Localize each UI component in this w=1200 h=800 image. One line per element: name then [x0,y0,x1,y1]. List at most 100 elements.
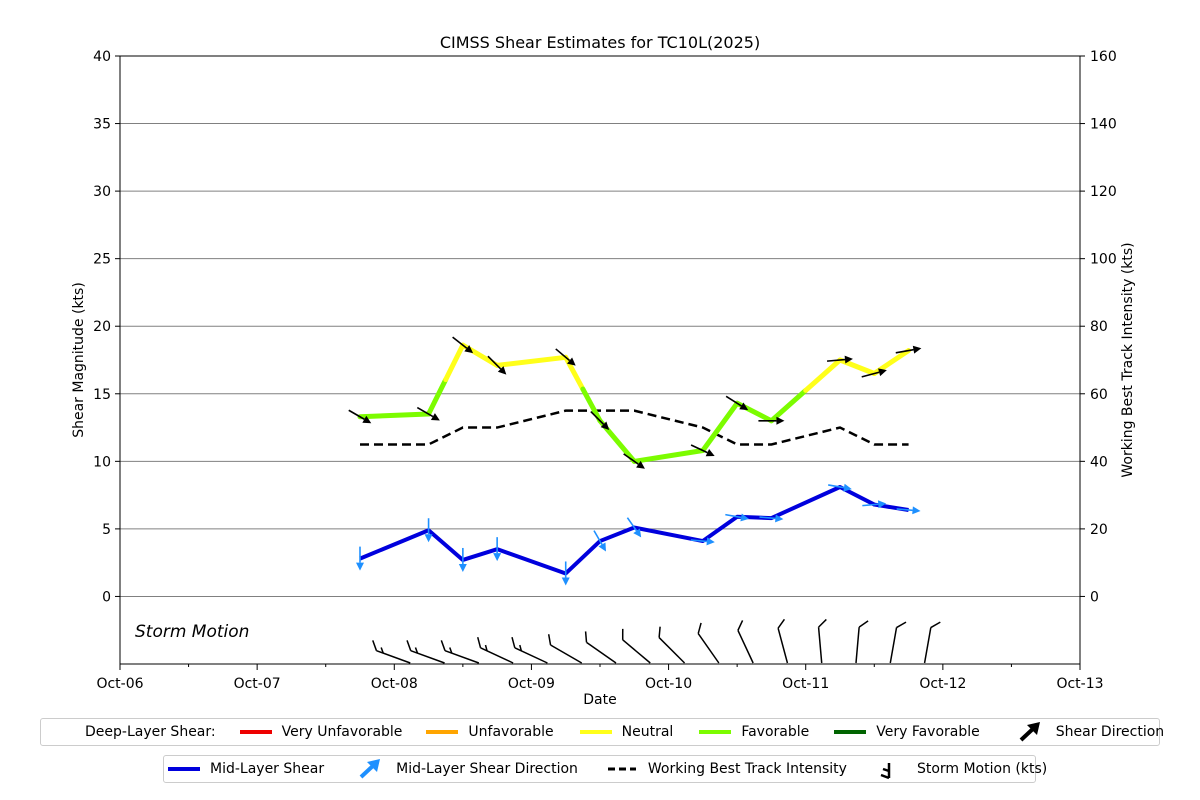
unfavorable-swatch [426,730,459,734]
storm-motion-barb-10 [737,620,754,664]
deep-shear-arrow-1 [416,406,440,421]
deep-shear-arrow-3-shaft [487,355,502,370]
x-tick-label-6: Oct-12 [919,676,966,692]
deep-shear-arrow-1-shaft [416,406,434,418]
storm-motion-barb-11-staff [777,628,789,664]
mid-layer-direction-arrow-icon [359,759,381,779]
x-tick-label-0: Oct-06 [96,676,143,692]
deep-shear-arrow-4-head [566,357,576,366]
storm-motion-barb-9 [697,622,720,664]
very-unfavorable-swatch [239,730,272,734]
storm-motion-barb-10-staff [737,630,754,664]
x-tick-label-2: Oct-08 [371,676,418,692]
storm-motion-barb-1-feather-1 [414,647,419,654]
storm-motion-barb-8 [658,626,686,664]
deep-shear-arrow-11-shaft [861,371,880,378]
storm-motion-barb-3 [476,637,514,664]
storm-motion-barb-5 [547,634,583,664]
deep-shear-arrow-12-shaft [895,348,914,354]
y-tick-label-right-4: 80 [1090,319,1108,335]
y-tick-label-left-0: 0 [102,589,111,605]
mid-shear-arrow-0-head [356,562,364,571]
very-favorable-swatch [834,730,867,734]
deep-shear-segment-1a [426,377,449,417]
y-tick-label-right-0: 0 [1090,589,1099,605]
mid-shear-arrow-5-shaft [593,530,603,545]
deep-shear-arrow-1-head [430,413,440,421]
y-tick-label-left-3: 15 [93,387,111,403]
storm-motion-barb-6-staff [586,641,617,664]
mid-shear-arrow-4-head [561,577,570,586]
deep-shear-segment-4b [580,386,603,424]
series-layer [348,336,941,664]
legend-storm-motion: Storm Motion (kts) [875,757,1047,781]
legend-favorable: Favorable [699,724,809,740]
deep-shear-segment-10 [837,357,877,377]
mid-shear-arrow-1 [424,518,433,543]
y-tick-label-left-5: 25 [93,252,111,268]
storm-motion-barb-5-feather-0 [547,634,552,646]
wind-barb-icon [880,763,891,780]
deep-shear-arrow-0-head [362,415,372,424]
deep-shear-arrow-4-shaft [555,348,571,362]
deep-shear-arrow-9 [758,416,785,425]
favorable-swatch [699,730,732,734]
storm-motion-barb-15-staff [923,627,932,664]
y-tick-label-left-1: 5 [102,522,111,538]
mid-shear-arrow-8-head [740,513,749,522]
deep-shear-segment-0 [357,411,432,420]
storm-motion-barb-9-staff [697,633,720,664]
axis-layer: 0 5 10 15 20 25 30 35 40 0 20 40 60 80 100 120 140 160 Oct… [93,49,1117,692]
storm-motion-barb-2-feather-0 [440,640,446,651]
mid-shear-arrow-8 [725,513,749,522]
storm-motion-barb-1 [406,640,445,664]
storm-motion-barb-13 [855,620,869,664]
y-tick-label-left-8: 40 [93,49,111,65]
mid-shear-arrow-2 [458,547,467,572]
deep-shear-arrow-11-head [878,368,887,377]
legend-favorable-label: Favorable [741,724,810,740]
legend-unfavorable-label: Unfavorable [468,724,554,740]
mid-shear-arrow-2-head [458,563,467,572]
deep-shear-arrow-10 [826,355,853,364]
mid-shear-arrow-10 [828,483,852,492]
deep-shear-arrow-10-head [844,355,853,364]
storm-motion-barb-3-staff [480,647,514,664]
storm-motion-barb-2 [440,640,480,664]
mid-shear-arrow-11-shaft [862,503,879,507]
legend-deep-layer-title-text: Deep-Layer Shear: [85,724,216,740]
legend-neutral-label: Neutral [621,724,674,740]
y-tick-label-right-6: 120 [1090,184,1117,200]
deep-shear-segment-9b [803,357,843,393]
storm-motion-barb-10-feather-0 [737,620,744,631]
storm-motion-barb-2-feather-1 [449,647,453,654]
storm-motion-barb-0-feather-1 [380,647,384,654]
x-tick-label-1: Oct-07 [234,676,281,692]
deep-shear-arrow-8 [725,395,749,411]
storm-motion-barb-3-feather-1 [484,644,488,652]
y-tick-label-left-4: 20 [93,319,111,335]
legend-very-favorable-label: Very Favorable [876,724,980,740]
storm-motion-barb-3-feather-0 [476,637,482,648]
deep-shear-arrow-2-head [464,345,474,354]
storm-motion-barb-8-feather-0 [658,626,661,638]
deep-shear-arrow-9-head [776,416,785,425]
deep-shear-arrow-0 [348,409,372,424]
deep-shear-arrow-10-shaft [826,358,846,362]
storm-motion-barb-15 [923,621,941,664]
plot-frame [119,55,1081,665]
mid-layer-legend: Mid-Layer Shear Mid-Layer Shear Directio… [163,755,1047,783]
deep-shear-arrow-7 [690,444,715,457]
deep-shear-arrow-5-shaft [590,411,605,425]
storm-motion-barb-1-feather-0 [406,640,412,651]
storm-motion-barb-4-staff [514,647,548,664]
neutral-swatch [579,730,612,734]
storm-motion-barb-8-staff [658,637,686,664]
legend-best-track: Working Best Track Intensity [606,757,847,781]
deep-shear-segment-1b [443,342,466,383]
storm-motion-barb-12-staff [817,627,823,664]
y-tick-label-right-5: 100 [1090,252,1117,268]
mid-shear-arrow-12-shaft [896,508,913,512]
x-tick-label-3: Oct-09 [508,676,555,692]
deep-shear-arrow-2 [452,336,474,354]
